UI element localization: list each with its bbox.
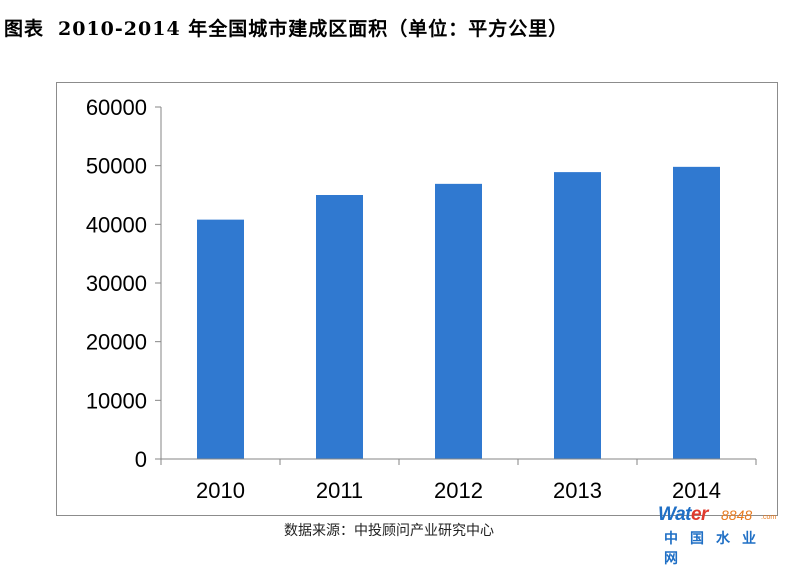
watermark-word: Water bbox=[658, 504, 708, 525]
chart-frame bbox=[56, 82, 778, 516]
watermark-chinese: 中国水业网 bbox=[664, 531, 768, 567]
x-tick-label: 2011 bbox=[316, 478, 363, 503]
bars bbox=[197, 166, 720, 459]
x-tick-label: 2014 bbox=[672, 478, 721, 503]
y-tick-label: 40000 bbox=[86, 212, 147, 237]
x-tick-label: 2012 bbox=[434, 478, 483, 503]
y-tick-label: 0 bbox=[135, 447, 147, 472]
data-source-note: 数据来源：中投顾问产业研究中心 bbox=[284, 523, 494, 539]
watermark-domain: .com bbox=[761, 514, 777, 521]
bar-2010 bbox=[197, 219, 244, 459]
y-tick-label: 50000 bbox=[86, 154, 147, 179]
chart-title: 图表 2010-2014 年全国城市建成区面积（单位：平方公里） bbox=[4, 14, 568, 41]
chart-title-prefix: 图表 bbox=[4, 18, 45, 40]
x-tick-label: 2013 bbox=[553, 478, 602, 503]
y-tick-label: 60000 bbox=[86, 95, 147, 120]
bar-2012 bbox=[435, 183, 482, 459]
x-axis-ticks: 2010 2011 2012 2013 2014 bbox=[160, 459, 757, 503]
y-axis-ticks: 0 10000 20000 30000 40000 50000 60000 bbox=[86, 95, 161, 472]
bar-2014 bbox=[673, 166, 720, 459]
y-tick-label: 20000 bbox=[86, 330, 147, 355]
bar-2011 bbox=[316, 195, 363, 459]
watermark-logo: Water 8848 .com 中国水业网 bbox=[658, 504, 778, 567]
watermark-number: 8848 bbox=[721, 507, 753, 523]
x-tick-label: 2010 bbox=[196, 478, 245, 503]
chart-title-text: 2010-2014 年全国城市建成区面积（单位：平方公里） bbox=[58, 18, 569, 40]
y-tick-label: 30000 bbox=[86, 271, 147, 296]
bar-chart: 0 10000 20000 30000 40000 50000 60000 2010 2011… bbox=[86, 95, 757, 503]
bar-2013 bbox=[554, 172, 601, 459]
y-tick-label: 10000 bbox=[86, 388, 147, 413]
axes bbox=[160, 107, 756, 460]
